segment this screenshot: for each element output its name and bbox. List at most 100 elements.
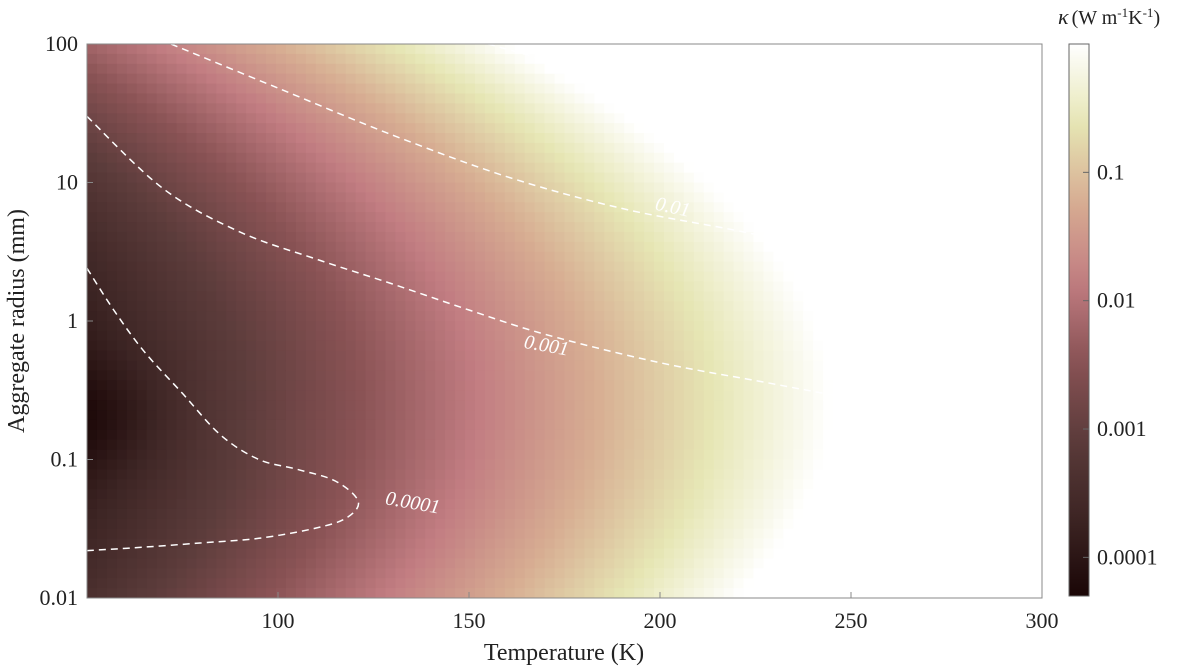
heatmap-cell — [355, 558, 367, 569]
heatmap-cell — [793, 44, 804, 55]
heatmap-cell — [703, 63, 715, 75]
heatmap-cell — [474, 330, 486, 342]
heatmap-cell — [266, 222, 277, 233]
heatmap-cell — [952, 410, 964, 421]
heatmap-cell — [833, 53, 844, 65]
heatmap-cell — [166, 142, 178, 154]
heatmap-cell — [962, 271, 973, 283]
heatmap-cell — [405, 410, 416, 421]
heatmap-cell — [693, 508, 705, 520]
heatmap-cell — [544, 241, 556, 253]
heatmap-cell — [882, 73, 894, 85]
heatmap-cell — [96, 172, 108, 184]
heatmap-cell — [285, 53, 297, 65]
heatmap-cell — [504, 202, 516, 213]
heatmap-cell — [136, 360, 148, 372]
heatmap-cell — [663, 558, 675, 569]
heatmap-cell — [872, 93, 884, 104]
heatmap-cell — [455, 449, 466, 461]
heatmap-cell — [872, 152, 884, 164]
heatmap-cell — [87, 578, 98, 589]
heatmap-cell — [554, 528, 566, 540]
heatmap-cell — [276, 479, 287, 490]
heatmap-cell — [624, 449, 635, 461]
heatmap-cell — [315, 93, 327, 104]
heatmap-cell — [206, 63, 217, 75]
heatmap-cell — [266, 528, 277, 540]
heatmap-cell — [763, 340, 775, 352]
heatmap-cell — [276, 370, 287, 381]
heatmap-cell — [693, 479, 705, 490]
heatmap-cell — [266, 578, 277, 589]
heatmap-cell — [962, 528, 973, 540]
heatmap-cell — [474, 53, 486, 65]
heatmap-cell — [743, 588, 755, 598]
heatmap-cell — [604, 489, 615, 500]
heatmap-cell — [315, 103, 327, 114]
heatmap-cell — [166, 499, 178, 510]
heatmap-cell — [872, 538, 884, 550]
heatmap-cell — [435, 291, 446, 302]
heatmap-cell — [355, 182, 367, 193]
heatmap-cell — [465, 439, 476, 451]
heatmap-cell — [803, 321, 814, 332]
heatmap-cell — [405, 172, 416, 184]
heatmap-cell — [126, 578, 138, 589]
heatmap-cell — [524, 291, 536, 302]
heatmap-cell — [256, 172, 267, 184]
heatmap-cell — [285, 390, 297, 401]
heatmap-cell — [713, 538, 725, 550]
heatmap-cell — [574, 44, 585, 55]
heatmap-cell — [872, 162, 884, 174]
heatmap-cell — [455, 202, 466, 213]
heatmap-cell — [673, 568, 685, 579]
heatmap-cell — [146, 350, 158, 362]
heatmap-cell — [335, 538, 347, 550]
heatmap-cell — [833, 350, 844, 362]
heatmap-cell — [793, 528, 804, 540]
heatmap-cell — [514, 172, 526, 184]
heatmap-cell — [644, 558, 655, 569]
heatmap-cell — [634, 241, 645, 253]
heatmap-cell — [733, 222, 745, 233]
heatmap-cell — [763, 419, 775, 431]
heatmap-cell — [116, 73, 128, 85]
heatmap-cell — [276, 588, 287, 598]
heatmap-cell — [962, 83, 973, 95]
heatmap-cell — [693, 123, 705, 134]
heatmap-cell — [206, 192, 217, 203]
heatmap-cell — [932, 578, 944, 589]
heatmap-cell — [126, 400, 138, 411]
heatmap-cell — [833, 231, 844, 243]
heatmap-cell — [902, 419, 914, 431]
heatmap-cell — [574, 499, 585, 510]
heatmap-cell — [743, 390, 755, 401]
heatmap-cell — [116, 568, 128, 579]
heatmap-cell — [246, 103, 257, 114]
heatmap-cell — [932, 419, 944, 431]
heatmap-cell — [584, 123, 595, 134]
heatmap-cell — [872, 449, 884, 461]
heatmap-cell — [136, 558, 148, 569]
heatmap-cell — [872, 301, 884, 312]
heatmap-cell — [852, 311, 864, 322]
heatmap-cell — [882, 380, 894, 391]
heatmap-cell — [753, 172, 765, 184]
heatmap-cell — [285, 152, 297, 164]
heatmap-cell — [325, 73, 337, 85]
heatmap-cell — [952, 152, 964, 164]
heatmap-cell — [773, 251, 784, 263]
heatmap-cell — [206, 261, 217, 273]
heatmap-cell — [902, 558, 914, 569]
heatmap-cell — [524, 103, 536, 114]
heatmap-cell — [942, 311, 954, 322]
heatmap-cell — [872, 528, 884, 540]
heatmap-cell — [266, 439, 277, 451]
heatmap-cell — [942, 182, 954, 193]
heatmap-cell — [614, 311, 625, 322]
heatmap-cell — [474, 429, 486, 441]
heatmap-cell — [803, 113, 814, 124]
heatmap-cell — [176, 390, 188, 401]
heatmap-cell — [813, 281, 824, 292]
